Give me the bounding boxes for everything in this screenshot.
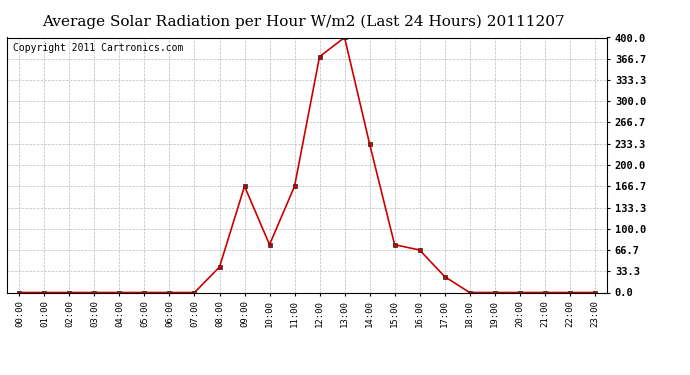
Text: Copyright 2011 Cartronics.com: Copyright 2011 Cartronics.com [13,43,184,52]
Text: Average Solar Radiation per Hour W/m2 (Last 24 Hours) 20111207: Average Solar Radiation per Hour W/m2 (L… [42,15,565,29]
